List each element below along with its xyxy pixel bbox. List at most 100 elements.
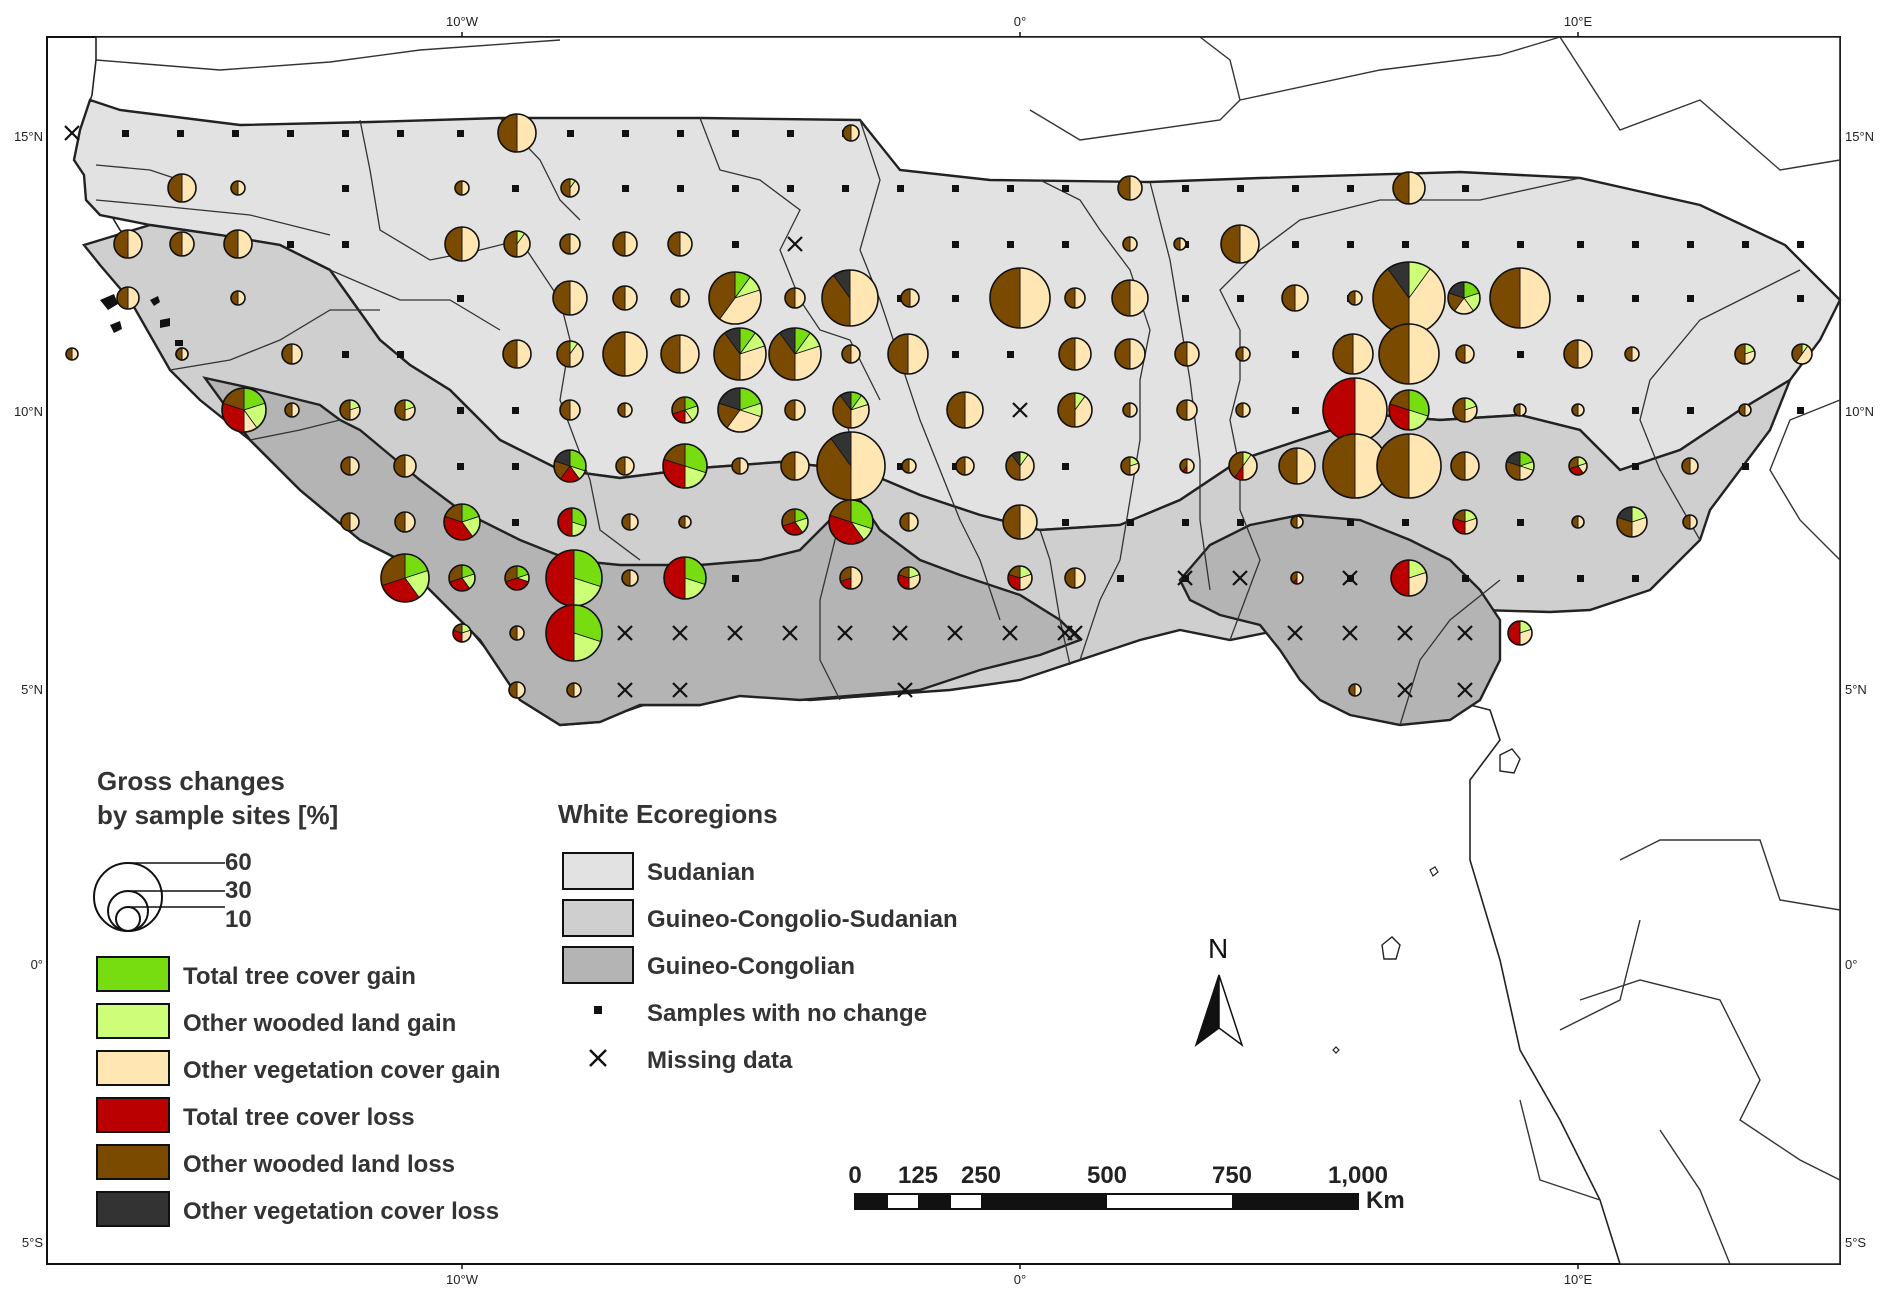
sample-site-pie (1281, 284, 1309, 312)
sample-site-pie (552, 280, 588, 316)
no-change-marker (1462, 575, 1469, 582)
sample-site-pie (1489, 267, 1551, 329)
sample-site-pie (612, 231, 638, 257)
no-change-marker (177, 130, 184, 137)
missing-data-marker (897, 682, 913, 698)
missing-data-marker (787, 236, 803, 252)
legend-missing-symbol (589, 1049, 607, 1067)
sample-site-pie (452, 623, 472, 643)
class-swatch (96, 1003, 170, 1039)
sample-site-pie (113, 229, 143, 259)
right-lat-label: 15°N (1845, 129, 1874, 144)
legend-no-change-symbol (594, 1006, 602, 1014)
no-change-marker (732, 185, 739, 192)
sample-site-pie (1322, 377, 1388, 443)
no-change-marker (457, 130, 464, 137)
sample-site-pie (167, 173, 197, 203)
sample-site-pie (559, 399, 581, 421)
no-change-marker (677, 130, 684, 137)
sample-site-pie (662, 443, 708, 489)
no-change-marker (1687, 407, 1694, 414)
no-change-marker (1347, 519, 1354, 526)
no-change-marker (622, 130, 629, 137)
sample-site-pie (842, 124, 860, 142)
sample-site-pie (559, 233, 581, 255)
sample-site-pie (221, 387, 267, 433)
sample-site-pie (678, 515, 692, 529)
sample-site-pie (1505, 451, 1535, 481)
scale-tick-label: 125 (898, 1162, 938, 1189)
sample-site-pie (1452, 397, 1478, 423)
sample-site-pie (545, 604, 603, 662)
size-legend: 60 30 10 (93, 849, 252, 933)
size-legend-60: 60 (225, 849, 252, 876)
no-change-marker (512, 407, 519, 414)
no-change-marker (1797, 241, 1804, 248)
missing-data-marker (617, 625, 633, 641)
sample-site-pie (1791, 343, 1813, 365)
class-label: Other vegetation cover gain (183, 1057, 500, 1084)
class-label: Other wooded land loss (183, 1151, 455, 1178)
no-change-marker (732, 575, 739, 582)
sample-site-pie (566, 682, 582, 698)
sample-site-pie (497, 113, 537, 153)
no-change-marker (1062, 185, 1069, 192)
sample-site-pie (1332, 333, 1374, 375)
no-change-marker (1007, 185, 1014, 192)
no-change-marker (1577, 295, 1584, 302)
no-change-marker (512, 463, 519, 470)
class-swatch (96, 1050, 170, 1086)
sample-site-pie (901, 458, 917, 474)
sample-site-pie (1392, 171, 1426, 205)
sample-site-pie (504, 565, 530, 591)
top-lon-label: 0° (1014, 14, 1026, 29)
missing-data-marker (1177, 570, 1193, 586)
scale-tick-label: 1,000 (1328, 1162, 1388, 1189)
eco-label: Guineo-Congolio-Sudanian (647, 906, 958, 933)
top-lon-label: 10°W (446, 14, 479, 29)
no-change-marker (897, 185, 904, 192)
sample-site-pie (1563, 339, 1593, 369)
legend-no-change-label: Samples with no change (647, 1000, 927, 1027)
no-change-marker (1517, 575, 1524, 582)
sample-site-pie (1455, 344, 1475, 364)
sample-site-pie (503, 230, 531, 258)
left-lat-label: 5°S (22, 1235, 43, 1250)
sample-site-pie (1290, 571, 1304, 585)
sample-site-pie (1347, 290, 1363, 306)
no-change-marker (1292, 241, 1299, 248)
left-lat-label: 15°N (14, 129, 43, 144)
eco-label: Guineo-Congolian (647, 953, 855, 980)
sample-site-pie (443, 503, 481, 541)
scale-tick-label: 250 (961, 1162, 1001, 1189)
sample-site-pie (670, 288, 690, 308)
sample-site-pie (1235, 346, 1251, 362)
internal-borders (95, 117, 1801, 726)
sample-site-pie (1057, 392, 1093, 428)
sample-site-pie (556, 340, 584, 368)
legend-missing-label: Missing data (647, 1047, 793, 1074)
no-change-marker (1182, 519, 1189, 526)
sample-site-pie (1176, 399, 1198, 421)
sample-site-pie (1058, 337, 1092, 371)
sample-site-pie (557, 507, 587, 537)
no-change-marker (567, 130, 574, 137)
sample-site-pie (821, 269, 879, 327)
left-lat-label: 5°N (21, 682, 43, 697)
island-sao-tome (1381, 936, 1401, 960)
sample-site-pie (1235, 402, 1251, 418)
no-change-marker (1292, 351, 1299, 358)
sample-site-pie (717, 387, 763, 433)
sample-site-pie (731, 457, 749, 475)
left-lat-label: 0° (31, 957, 43, 972)
sample-site-pie (887, 333, 929, 375)
no-change-marker (1182, 295, 1189, 302)
sample-site-pie (1348, 683, 1362, 697)
no-change-marker (952, 241, 959, 248)
sample-site-pie (1111, 279, 1149, 317)
sample-site-pie (1117, 175, 1143, 201)
sample-site-pie (1738, 403, 1752, 417)
class-label: Other wooded land gain (183, 1010, 456, 1037)
left-lat-label: 10°N (14, 404, 43, 419)
no-change-marker (1462, 185, 1469, 192)
